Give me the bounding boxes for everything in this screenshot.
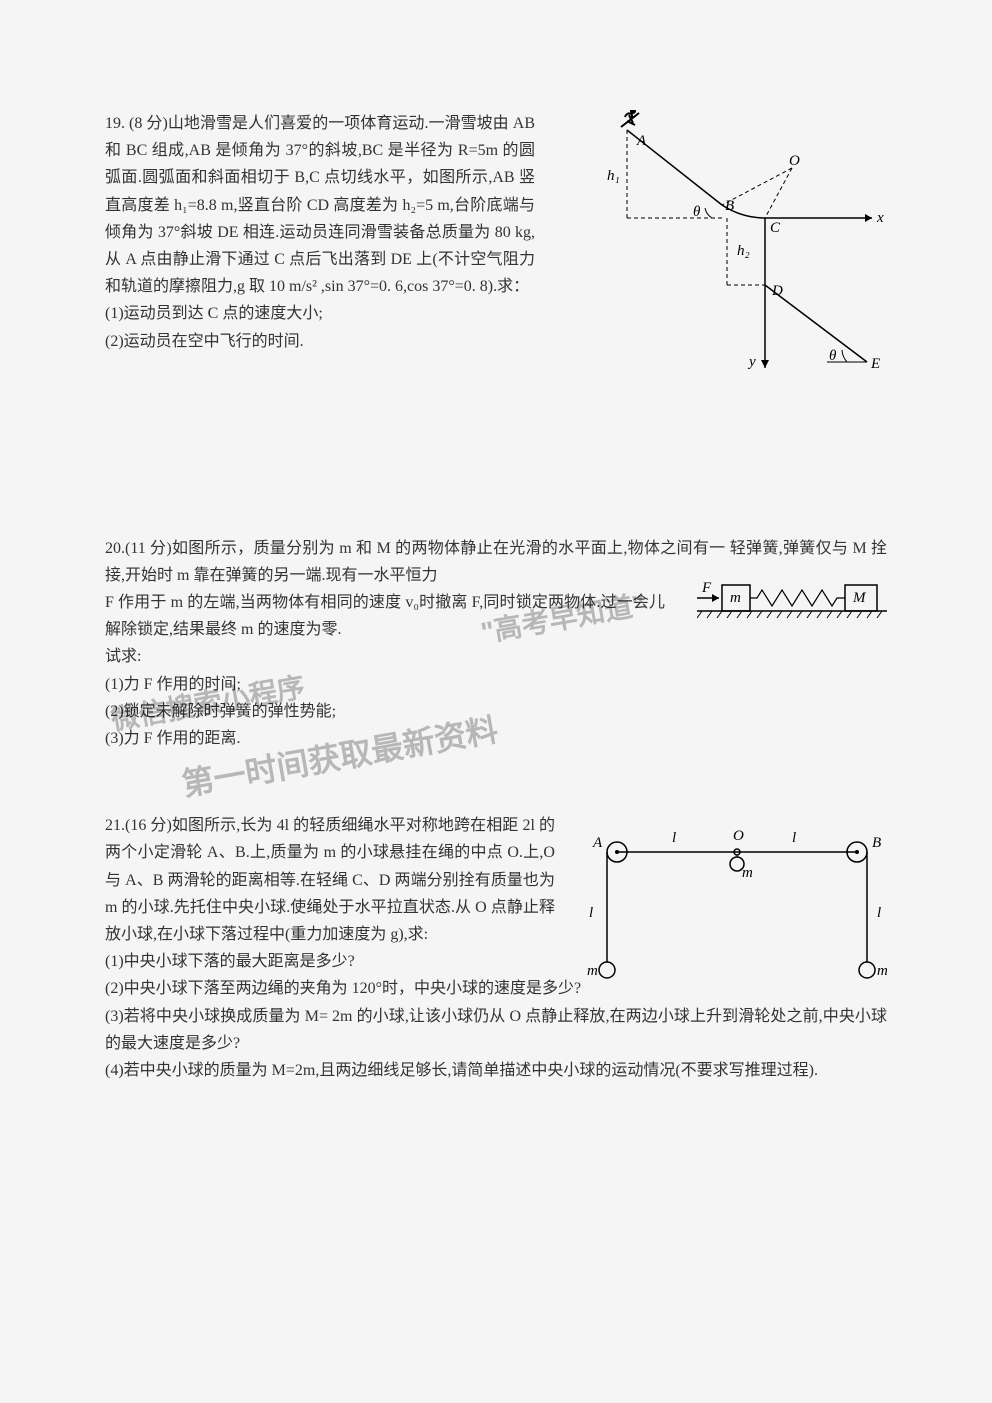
pulley-diagram: A B O m l l m l m l [587,822,887,992]
label-B21: B [872,835,881,851]
problem-20: 20.(11 分)如图所示，质量分别为 m 和 M 的两物体静止在光滑的水平面上… [105,535,887,753]
problem-20-q2: (2)锁定未解除时弹簧的弹性势能; [105,698,887,725]
spring-block-diagram: F m M [697,580,887,630]
problem-19-text: 19. (8 分)山地滑雪是人们喜爱的一项体育运动.一滑雪坡由 AB 和 BC … [105,110,535,300]
problem-19-q2: (2)运动员在空中飞行的时间. [105,328,535,355]
label-O: O [789,153,800,169]
label-l3: l [589,905,593,921]
problem-20-line2: F 作用于 m 的左端,当两物体有相同的速度 v₀时撤离 F,同时锁定两物体.过… [105,589,665,643]
label-l1: l [672,830,676,846]
problem-20-q1: (1)力 F 作用的时间; [105,671,887,698]
label-m: m [730,590,741,606]
label-l4: l [877,905,881,921]
label-h1: h₁ [607,168,620,184]
label-h2: h₂ [737,243,750,259]
label-C: C [770,220,781,236]
problem-19-q1: (1)运动员到达 C 点的速度大小; [105,300,535,327]
label-m21a: m [742,865,753,881]
label-A21: A [592,835,603,851]
label-F: F [701,580,712,596]
problem-21: 21.(16 分)如图所示,长为 4l 的轻质细绳水平对称地跨在相距 2l 的两… [105,812,887,1084]
problem-19-figure: A h₁ θ B O C x [577,110,887,380]
label-B: B [725,198,734,214]
label-theta1: θ [693,204,701,220]
ski-slope-diagram: A h₁ θ B O C x [577,110,887,380]
label-E: E [870,356,880,372]
problem-20-q3: (3)力 F 作用的距离. [105,725,887,752]
problem-20-figure: F m M [697,580,887,630]
problem-19: 19. (8 分)山地滑雪是人们喜爱的一项体育运动.一滑雪坡由 AB 和 BC … [105,110,887,355]
label-l2: l [792,830,796,846]
problem-21-text-block: 21.(16 分)如图所示,长为 4l 的轻质细绳水平对称地跨在相距 2l 的两… [105,812,555,948]
problem-19-text-block: 19. (8 分)山地滑雪是人们喜爱的一项体育运动.一滑雪坡由 AB 和 BC … [105,110,535,355]
label-m21b: m [587,963,598,979]
label-x: x [876,210,884,226]
problem-21-figure: A B O m l l m l m l [587,822,887,992]
label-m21c: m [877,963,887,979]
label-y: y [747,354,756,370]
label-O21: O [733,828,744,844]
problem-21-q3: (3)若将中央小球换成质量为 M= 2m 的小球,让该小球仍从 O 点静止释放,… [105,1003,887,1057]
label-theta2: θ [829,348,837,364]
problem-21-q4: (4)若中央小球的质量为 M=2m,且两边细线足够长,请简单描述中央小球的运动情… [105,1057,887,1084]
problem-21-text1: 21.(16 分)如图所示,长为 4l 的轻质细绳水平对称地跨在相距 2l 的两… [105,812,555,948]
problem-20-line3: 试求: [105,643,887,670]
label-M: M [852,590,867,606]
